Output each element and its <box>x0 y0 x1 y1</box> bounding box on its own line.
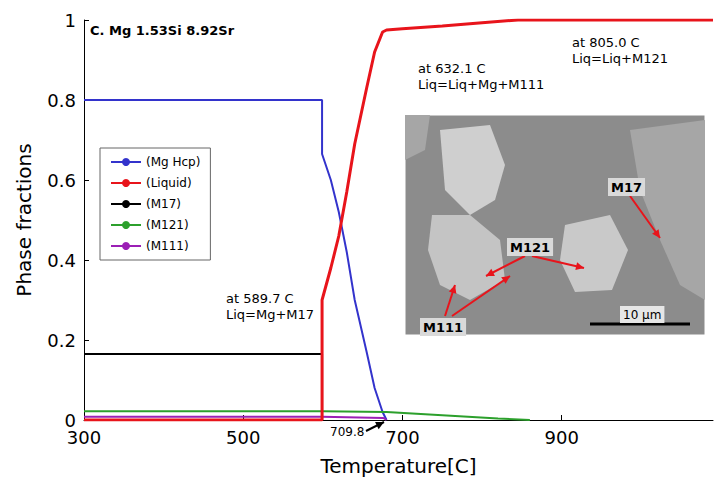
svg-text:Phase fractions: Phase fractions <box>12 143 36 296</box>
svg-text:0.6: 0.6 <box>47 170 76 191</box>
svg-text:(M111): (M111) <box>146 239 189 253</box>
svg-text:300: 300 <box>67 427 101 448</box>
svg-text:at 632.1 C: at 632.1 C <box>418 61 486 76</box>
svg-text:700: 700 <box>385 427 419 448</box>
svg-text:0: 0 <box>64 409 76 431</box>
svg-text:Liq=Mg+M17: Liq=Mg+M17 <box>226 307 314 322</box>
svg-text:at 805.0 C: at 805.0 C <box>572 35 640 50</box>
svg-text:0.4: 0.4 <box>47 250 76 271</box>
svg-text:(M121): (M121) <box>146 218 189 232</box>
svg-text:0.8: 0.8 <box>47 90 76 111</box>
svg-text:M121: M121 <box>510 240 550 255</box>
svg-text:500: 500 <box>226 427 260 448</box>
svg-text:1: 1 <box>65 10 76 31</box>
svg-text:10 μm: 10 μm <box>623 308 661 322</box>
svg-text:900: 900 <box>545 427 579 448</box>
svg-text:C. Mg 1.53Si 8.92Sr: C. Mg 1.53Si 8.92Sr <box>90 23 235 38</box>
svg-text:M111: M111 <box>423 320 463 335</box>
svg-text:Liq=Liq+Mg+M111: Liq=Liq+Mg+M111 <box>418 77 544 92</box>
svg-text:0.2: 0.2 <box>47 330 76 351</box>
svg-text:(Liquid): (Liquid) <box>146 176 192 190</box>
svg-text:709.8: 709.8 <box>330 425 364 439</box>
svg-text:M17: M17 <box>611 180 642 195</box>
svg-text:Temperature[C]: Temperature[C] <box>319 454 476 478</box>
svg-text:(M17): (M17) <box>146 197 181 211</box>
svg-text:Liq=Liq+M121: Liq=Liq+M121 <box>572 51 668 66</box>
svg-text:at 589.7 C: at 589.7 C <box>226 291 294 306</box>
svg-text:(Mg Hcp): (Mg Hcp) <box>146 155 200 169</box>
